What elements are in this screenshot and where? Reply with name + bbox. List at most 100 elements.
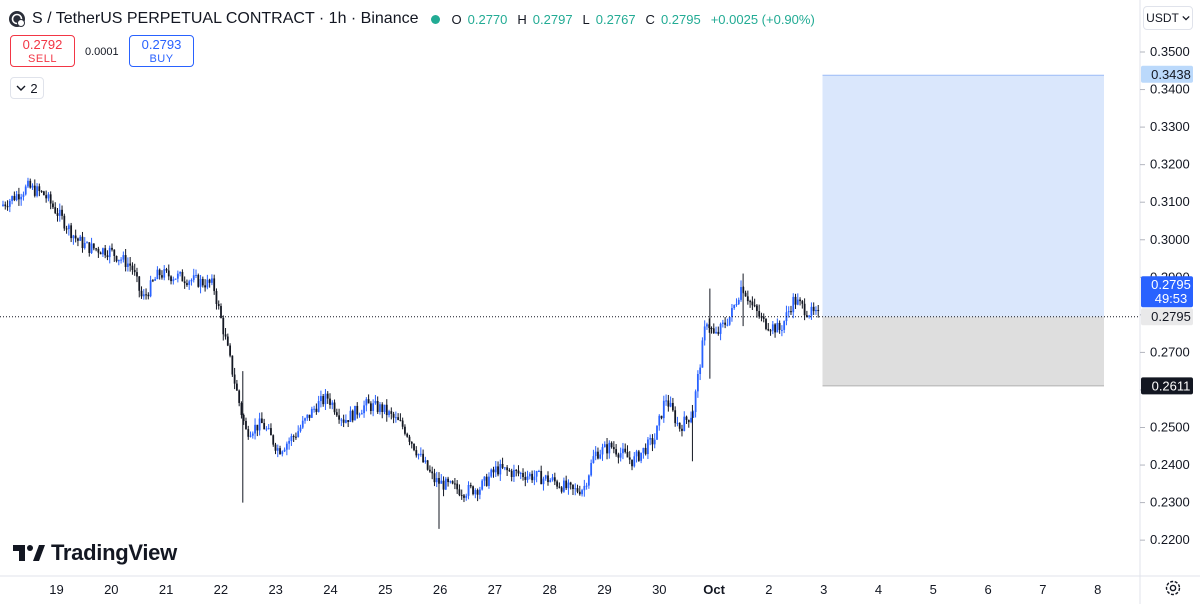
candle-body [631,459,633,467]
candle-body [136,272,138,277]
candle-body [369,403,372,411]
candle-body [610,442,613,448]
candle-body [581,490,583,495]
candle-body [574,488,577,490]
candle-body [383,404,386,413]
buy-button[interactable]: 0.2793 BUY [129,35,194,67]
candle-body [195,274,197,276]
currency-select[interactable]: USDT [1143,6,1193,30]
candle-body [170,276,172,282]
candle-body [176,273,179,279]
candle-body [72,235,75,239]
high-value: 0.2797 [532,11,573,27]
candle-body [410,441,413,444]
candle-body [572,484,574,490]
candle-body [201,278,204,286]
candle-body [685,416,688,420]
candle-body [245,420,247,430]
candle-body [358,414,361,416]
candle-body [397,417,400,420]
price-axis[interactable]: 0.35000.34000.33000.32000.31000.30000.29… [1140,44,1193,547]
candle-body [771,324,774,331]
candle-body [644,447,647,455]
candle-body [583,485,586,491]
high-key: H [517,11,527,27]
candle-body [676,422,679,424]
candle-body [204,285,207,288]
stop-price-label-text: 0.2611 [1152,378,1191,393]
candle-body [760,316,763,318]
candle-body [276,448,279,451]
candle-body [49,194,52,204]
candle-body [52,203,54,208]
current-price-label-bg [1141,276,1193,308]
time-tick-label: 21 [159,582,173,597]
candle-body [238,390,241,403]
time-axis[interactable]: 19 20 21 22 23 24 25 26 27 28 29 30 Oct 2 3 4 5 6 7 8 [49,582,1101,597]
candle-body [260,418,263,424]
candle-body [192,275,195,280]
candle-body [533,476,536,481]
candle-body [215,291,218,304]
candle-body [413,443,415,451]
candle-body [126,263,129,267]
candle-body [642,447,645,453]
collapse-indicators-button[interactable]: 2 [10,77,44,99]
spread-value: 0.0001 [85,46,119,58]
candle-body [254,424,256,434]
candle-body [256,424,259,431]
candle-body [151,280,154,282]
tradingview-logo[interactable]: TradingView [13,540,177,566]
open-value: 0.2770 [467,11,508,27]
candle-body [733,304,736,309]
time-tick-label: 2 [765,582,772,597]
candle-body [451,481,454,484]
candle-body [558,486,561,488]
settings-gear-icon[interactable] [1163,578,1183,598]
candle-body [36,186,38,196]
target-price-label-text: 0.3438 [1151,67,1191,82]
candle-body [163,269,166,278]
candle-body [88,242,91,253]
candle-body [374,401,377,404]
candle-body [658,415,661,426]
candle-body [590,462,593,476]
candle-body [242,414,245,421]
target-price-label-bg [1141,65,1193,83]
candle-body [667,400,670,407]
symbol-title[interactable]: S / TetherUS PERPETUAL CONTRACT · 1h · B… [32,10,419,27]
candle-body [447,478,449,483]
candle-body [240,402,243,415]
price-tick-label: 0.3400 [1150,82,1190,97]
candle-body [322,396,325,405]
candle-body [569,482,572,485]
candle-body [635,451,638,457]
candle-body [122,255,125,260]
candle-body [488,476,490,486]
stop-zone [822,316,1104,386]
candle-body [499,463,502,475]
candle-body [81,236,84,249]
candle-body [490,469,493,477]
candle-body [217,303,220,307]
candle-body [329,398,331,405]
candle-body [442,480,445,490]
candle-body [456,483,459,490]
candle-body [124,255,127,267]
candle-body [406,433,409,437]
candle-body [715,331,717,334]
candle-body [476,490,479,495]
candle-body [535,471,538,477]
low-key: L [582,11,590,27]
candle-body [394,417,397,419]
candle-body [306,414,309,419]
candle-body [63,215,66,229]
candle-body [281,451,284,455]
candle-body [660,415,663,419]
candle-body [619,453,622,458]
candle-body [197,274,200,287]
candle-body [465,495,468,498]
candle-body [335,412,338,416]
sell-button[interactable]: 0.2792 SELL [10,35,75,67]
